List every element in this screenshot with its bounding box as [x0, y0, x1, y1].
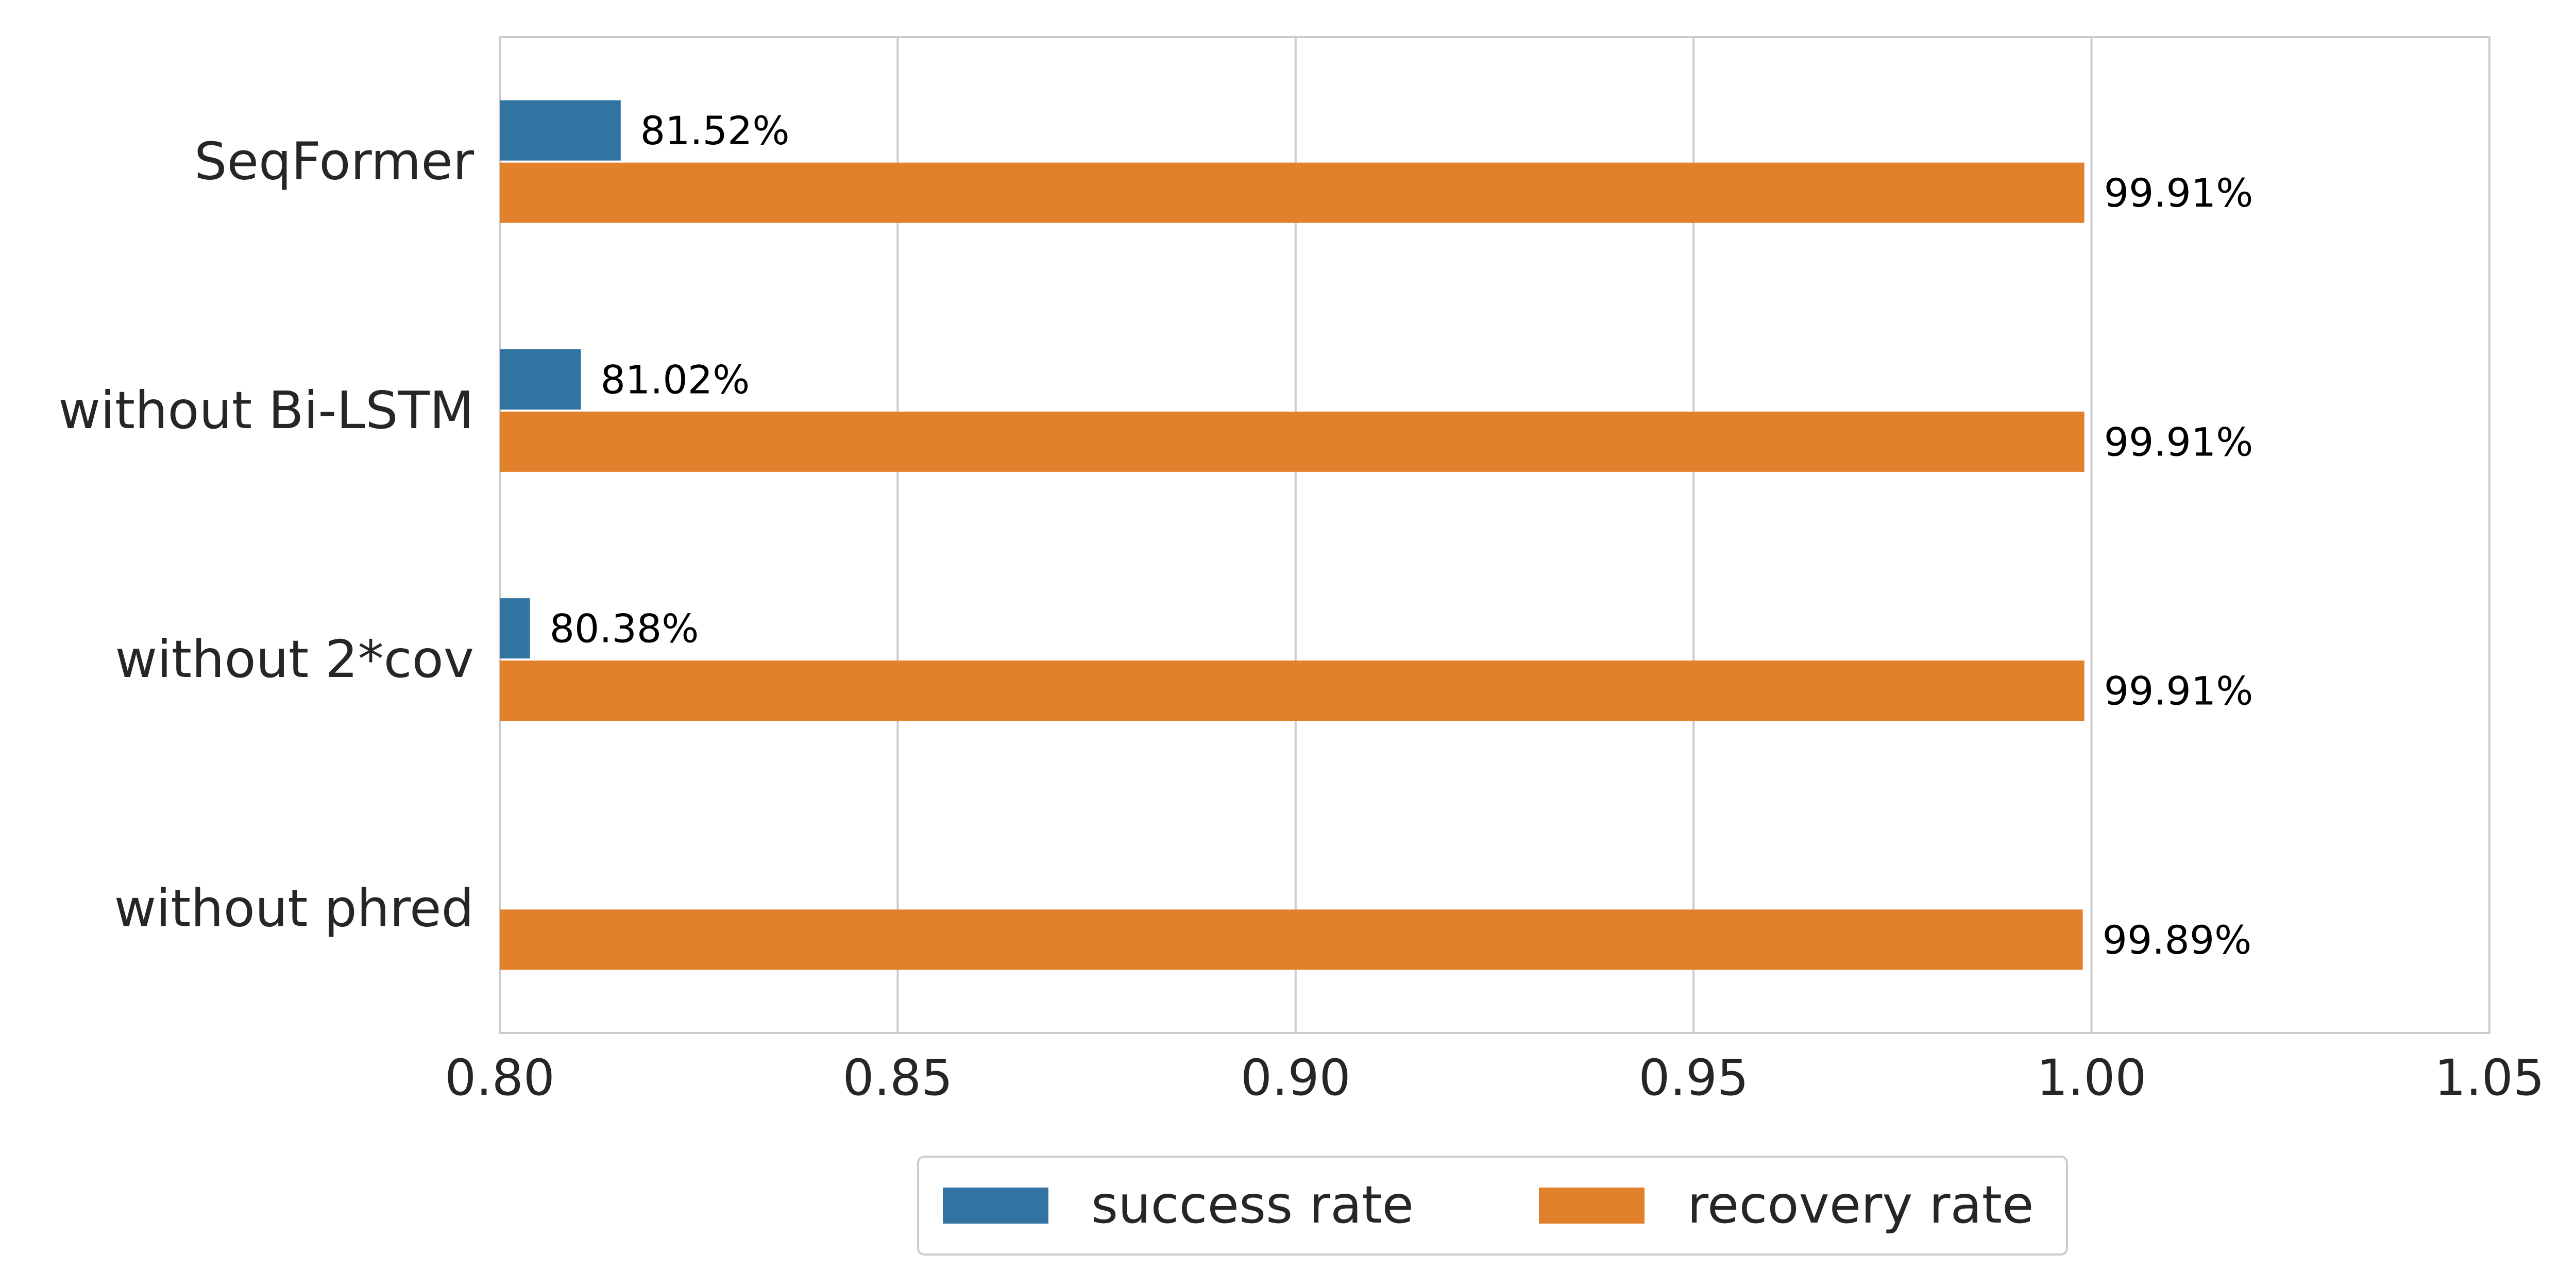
data-labels: 81.52% 99.91% 81.02% 99.91% 80.38% 99.91% 99.8… — [550, 108, 2253, 963]
recovery-rate-bar — [500, 162, 2084, 223]
category-labels: SeqFormer without Bi-LSTM without 2*cov wit… — [58, 131, 474, 939]
x-tick-label: 1.00 — [2037, 1049, 2147, 1107]
legend-swatch-success-rate — [943, 1188, 1048, 1224]
category-label: without 2*cov — [115, 629, 474, 689]
recovery-rate-bar — [500, 909, 2083, 970]
recovery-rate-bar — [500, 660, 2084, 721]
category-label: without phred — [114, 878, 474, 938]
data-label: 81.52% — [640, 108, 790, 154]
category-label: SeqFormer — [194, 131, 474, 192]
x-tick-label: 0.90 — [1241, 1049, 1351, 1107]
data-label: 99.91% — [2104, 170, 2253, 216]
recovery-rate-bar — [500, 411, 2084, 472]
success-rate-bar — [500, 598, 530, 659]
x-tick-labels: 0.80 0.85 0.90 0.95 1.00 1.05 — [445, 1049, 2545, 1107]
success-rate-bar — [500, 100, 621, 161]
x-tick-label: 0.80 — [445, 1049, 555, 1107]
data-label: 80.38% — [550, 606, 699, 652]
bars — [500, 100, 2084, 970]
x-tick-label: 0.85 — [843, 1049, 953, 1107]
legend-box — [917, 1156, 2068, 1256]
success-rate-bar — [500, 349, 581, 410]
data-label: 99.91% — [2104, 419, 2253, 465]
data-label: 81.02% — [601, 357, 750, 402]
x-tick-label: 0.95 — [1638, 1049, 1749, 1107]
legend: success rate recovery rate — [917, 1156, 2068, 1256]
x-tick-label: 1.05 — [2434, 1049, 2545, 1107]
legend-swatch-recovery-rate — [1539, 1188, 1645, 1224]
data-label: 99.91% — [2104, 668, 2253, 714]
category-label: without Bi-LSTM — [58, 380, 474, 440]
legend-label: recovery rate — [1687, 1175, 2034, 1235]
data-label: 99.89% — [2103, 917, 2252, 963]
legend-label: success rate — [1091, 1175, 1414, 1235]
